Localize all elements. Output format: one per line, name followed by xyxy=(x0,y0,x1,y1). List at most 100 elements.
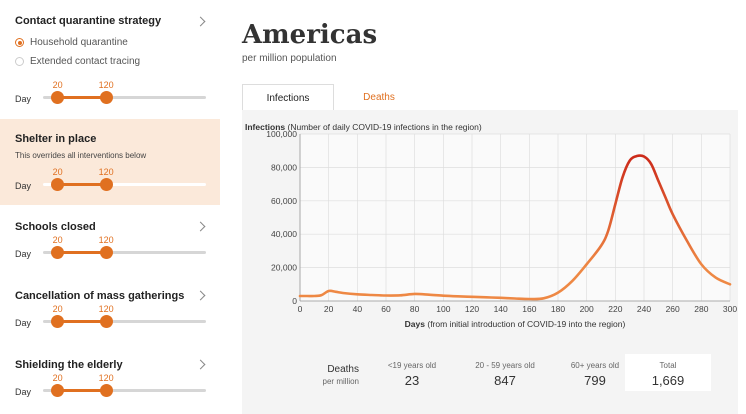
section-contact-quarantine: Contact quarantine strategy Household qu… xyxy=(0,0,220,118)
tab-deaths[interactable]: Deaths xyxy=(363,92,395,103)
x-axis-label-rest: (from initial introduction of COVID-19 i… xyxy=(425,319,625,329)
section-title: Cancellation of mass gatherings xyxy=(15,290,185,302)
slider-start-value: 20 xyxy=(52,80,63,90)
x-tick-label: 160 xyxy=(522,304,536,314)
chevron-right-icon[interactable] xyxy=(195,221,206,232)
slider-end-handle[interactable] xyxy=(99,178,113,191)
deaths-summary: Deaths per million <19 years old 23 20 -… xyxy=(242,354,738,414)
section-title: Shielding the elderly xyxy=(15,359,123,371)
tab-infections[interactable]: Infections xyxy=(242,84,334,110)
slider-track[interactable] xyxy=(43,183,206,186)
slider-end-value: 120 xyxy=(98,167,114,177)
stat-value: 847 xyxy=(494,373,516,388)
day-range-slider[interactable]: Day 20 120 xyxy=(0,300,220,330)
x-axis-label: Days (from initial introduction of COVID… xyxy=(405,319,626,329)
slider-start-value: 20 xyxy=(52,304,63,314)
stat-value: 1,669 xyxy=(651,373,685,388)
day-label: Day xyxy=(15,249,32,259)
x-tick-label: 80 xyxy=(410,304,420,314)
section-shielding-elderly: Shielding the elderly Day 20 120 xyxy=(0,348,220,408)
stat-label: 20 - 59 years old xyxy=(475,361,535,370)
section-shelter-in-place: Shelter in place This overrides all inte… xyxy=(0,119,220,205)
day-label: Day xyxy=(15,387,32,397)
section-title: Schools closed xyxy=(15,221,96,233)
radio-extended-contact-tracing[interactable]: Extended contact tracing xyxy=(15,56,140,67)
radio-selected-icon xyxy=(15,38,24,47)
slider-start-handle[interactable] xyxy=(51,178,65,191)
section-schools-closed: Schools closed Day 20 120 xyxy=(0,210,220,270)
stat-label: 60+ years old xyxy=(570,361,620,370)
deaths-total-box: Total 1,669 xyxy=(625,354,711,391)
y-tick-label: 20,000 xyxy=(271,263,297,273)
main-content: Americas per million population Infectio… xyxy=(220,0,746,414)
radio-household-quarantine[interactable]: Household quarantine xyxy=(15,37,128,48)
deaths-sublabel: per million xyxy=(322,377,359,386)
page-title: Americas xyxy=(242,20,378,50)
deaths-under-19: <19 years old 23 xyxy=(377,361,447,388)
slider-track[interactable] xyxy=(43,96,206,99)
deaths-total: Total 1,669 xyxy=(625,361,711,388)
x-tick-label: 100 xyxy=(436,304,450,314)
x-tick-label: 180 xyxy=(551,304,565,314)
chart-title: Infections (Number of daily COVID-19 inf… xyxy=(245,122,482,132)
slider-track[interactable] xyxy=(43,251,206,254)
day-range-slider[interactable]: Day 20 120 xyxy=(0,163,220,193)
slider-start-handle[interactable] xyxy=(51,384,65,397)
slider-start-value: 20 xyxy=(52,373,63,383)
x-tick-label: 240 xyxy=(637,304,651,314)
day-range-slider[interactable]: Day 20 120 xyxy=(0,231,220,261)
section-title: Shelter in place xyxy=(15,133,97,145)
slider-start-handle[interactable] xyxy=(51,315,65,328)
x-tick-label: 40 xyxy=(353,304,363,314)
infections-chart: 0 20,000 40,000 60,000 80,000 100,000 0 20 40 60 8… xyxy=(266,130,737,329)
x-tick-label: 0 xyxy=(298,304,303,314)
x-tick-label: 220 xyxy=(608,304,622,314)
slider-end-handle[interactable] xyxy=(99,91,113,104)
deaths-label: Deaths xyxy=(327,364,359,375)
day-range-slider[interactable]: Day 20 120 xyxy=(0,369,220,399)
slider-end-handle[interactable] xyxy=(99,384,113,397)
stat-value: 799 xyxy=(584,373,606,388)
x-tick-label: 20 xyxy=(324,304,334,314)
radio-unselected-icon xyxy=(15,57,24,66)
day-range-slider[interactable]: Day 20 120 xyxy=(0,76,220,106)
stat-label: Total xyxy=(659,361,677,370)
chart-panel: Infections (Number of daily COVID-19 inf… xyxy=(242,110,738,414)
tab-bar: Infections Deaths xyxy=(242,84,738,110)
chevron-right-icon[interactable] xyxy=(195,16,206,27)
deaths-60-plus: 60+ years old 799 xyxy=(555,361,635,388)
x-tick-label: 300 xyxy=(723,304,737,314)
slider-range-fill xyxy=(57,183,107,186)
chevron-right-icon[interactable] xyxy=(195,290,206,301)
y-tick-label: 0 xyxy=(292,296,297,306)
radio-label: Household quarantine xyxy=(30,37,128,48)
slider-track[interactable] xyxy=(43,389,206,392)
x-tick-label: 60 xyxy=(381,304,391,314)
slider-end-value: 120 xyxy=(98,80,114,90)
slider-end-handle[interactable] xyxy=(99,315,113,328)
section-subtitle: This overrides all interventions below xyxy=(15,151,147,160)
day-label: Day xyxy=(15,94,32,104)
slider-end-handle[interactable] xyxy=(99,246,113,259)
deaths-label-block: Deaths per million xyxy=(294,364,359,386)
plot-area xyxy=(300,134,730,301)
y-tick-label: 100,000 xyxy=(266,130,297,139)
slider-start-handle[interactable] xyxy=(51,246,65,259)
deaths-20-59: 20 - 59 years old 847 xyxy=(460,361,550,388)
slider-range-fill xyxy=(57,251,107,254)
chevron-right-icon[interactable] xyxy=(195,359,206,370)
slider-start-handle[interactable] xyxy=(51,91,65,104)
slider-start-value: 20 xyxy=(52,167,63,177)
stat-value: 23 xyxy=(404,373,420,388)
slider-range-fill xyxy=(57,96,107,99)
slider-track[interactable] xyxy=(43,320,206,323)
y-tick-label: 40,000 xyxy=(271,229,297,239)
slider-end-value: 120 xyxy=(98,235,114,245)
y-tick-label: 60,000 xyxy=(271,196,297,206)
slider-start-value: 20 xyxy=(52,235,63,245)
chart-title-rest: (Number of daily COVID-19 infections in … xyxy=(287,122,482,132)
infections-series-line xyxy=(298,154,732,301)
x-tick-label: 280 xyxy=(694,304,708,314)
stat-label: <19 years old xyxy=(387,361,437,370)
page-subtitle: per million population xyxy=(242,53,337,64)
